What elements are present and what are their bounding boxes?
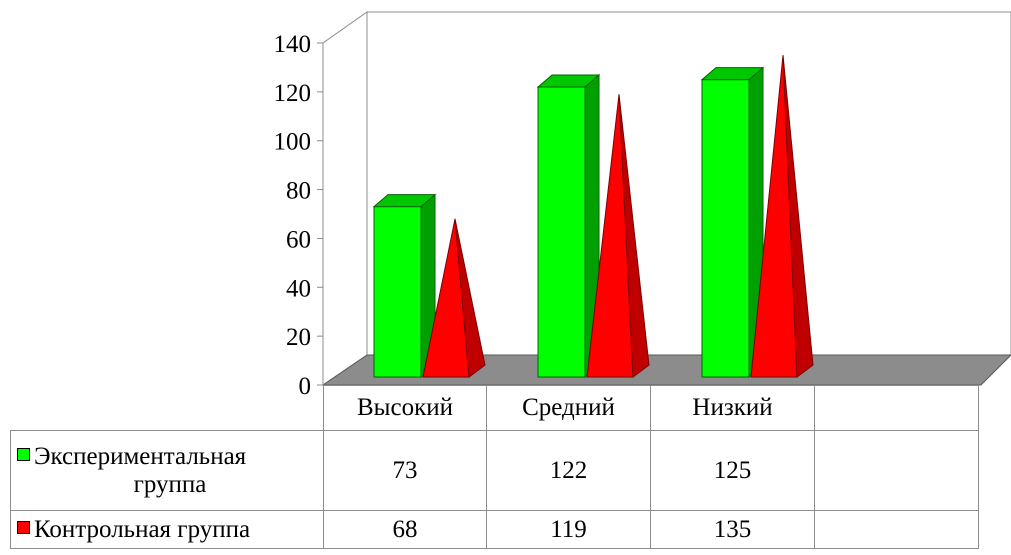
category-label: Высокий [323,385,487,431]
table-cell: 73 [323,430,487,511]
table-cell: 119 [486,510,651,549]
legend-key-experimental [17,448,30,462]
category-label [814,385,979,431]
y-tick-label: 20 [286,324,311,351]
back-wall [366,11,1011,356]
table-cell: 125 [650,430,815,511]
table-cell: 68 [323,510,487,549]
pyramid-control-side [782,55,814,378]
bar-experimental-front [701,79,750,378]
bar-experimental-top [700,67,765,81]
bar-experimental-top [372,194,437,208]
y-tick-label: 140 [274,31,312,58]
table-cell [814,510,979,549]
series-row-header: Контрольная группа [10,510,324,549]
pyramid-control-side [618,94,650,378]
table-header-row: Высокий Средний Низкий [10,385,979,431]
table-corner [10,385,324,431]
y-tick-label: 60 [286,226,311,253]
y-tick-label: 40 [286,275,311,302]
category-label: Средний [486,385,651,431]
bar-experimental-front [537,86,586,378]
side-wall [322,11,368,386]
data-table: Высокий Средний Низкий Экспериментальная… [10,385,979,549]
table-cell [814,430,979,511]
series-row-header: Экспериментальная группа [10,430,324,511]
legend-key-control [17,521,30,535]
y-tick-label: 100 [274,129,312,156]
table-row: Контрольная группа 68 119 135 [10,510,979,549]
bar-experimental-front [373,206,422,378]
table-cell: 135 [650,510,815,549]
pyramid-control-side [454,218,486,378]
y-tick-label: 120 [274,80,312,107]
category-label: Низкий [650,385,815,431]
series-label: Контрольная группа [34,515,251,543]
table-cell: 122 [486,430,651,511]
y-tick-label: 80 [286,178,311,205]
series-label: группа [133,470,207,498]
table-row: Экспериментальная группа 73 122 125 [10,430,979,511]
bar-experimental-top [536,74,601,88]
series-label: Экспериментальная [34,442,247,470]
